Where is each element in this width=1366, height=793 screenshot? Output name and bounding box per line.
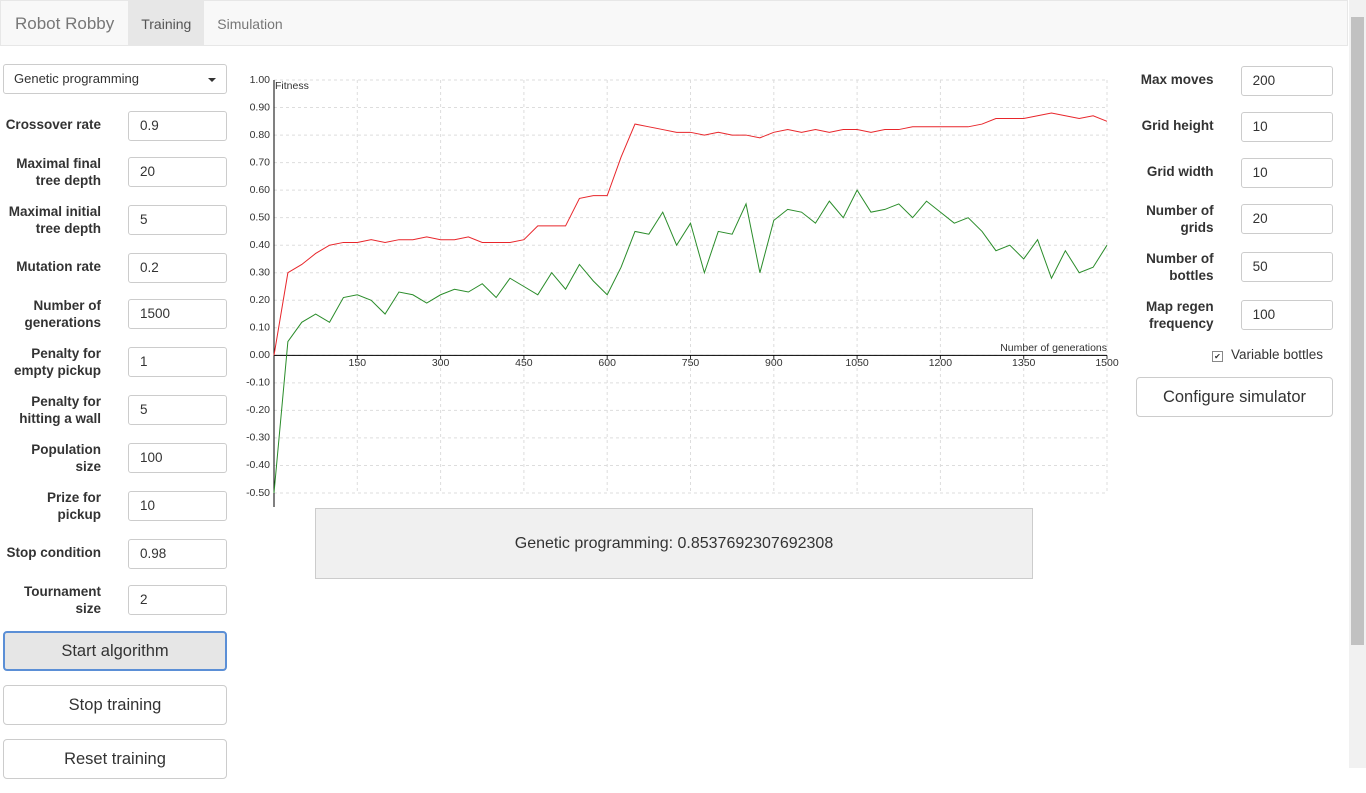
y-tick-label: 0.60 bbox=[250, 184, 271, 196]
param-label: Stop condition bbox=[6, 544, 101, 560]
checkbox[interactable]: ✔ bbox=[1212, 351, 1223, 362]
param-row: Map regen frequency 100 bbox=[1136, 298, 1333, 332]
button[interactable]: Stop training bbox=[3, 685, 227, 725]
y-tick-label: -0.30 bbox=[246, 432, 270, 444]
y-tick-label: 0.30 bbox=[250, 267, 271, 279]
param-label: Max moves bbox=[1140, 71, 1214, 87]
param-input[interactable]: 5 bbox=[128, 395, 227, 425]
param-label: Number of bottles bbox=[1146, 251, 1214, 283]
param-row: Grid width 10 bbox=[1136, 156, 1333, 188]
param-label: Number of grids bbox=[1146, 203, 1214, 235]
param-label: Maximal final tree depth bbox=[16, 156, 101, 188]
param-input[interactable]: 0.9 bbox=[128, 111, 227, 141]
right-panel: Max moves 200 Grid height 10 Grid width 10 Num… bbox=[1136, 64, 1333, 431]
y-tick-label: 0.00 bbox=[250, 349, 271, 361]
x-tick-label: 150 bbox=[349, 357, 367, 369]
algorithm-select[interactable]: Genetic programming bbox=[3, 64, 227, 94]
param-row: Prize for pickup 10 bbox=[3, 489, 227, 523]
tab[interactable]: Training bbox=[128, 1, 205, 45]
checkbox-row: ✔ Variable bottles bbox=[1212, 346, 1333, 363]
y-axis-label: Fitness bbox=[275, 80, 309, 92]
param-row: Penalty for hitting a wall 5 bbox=[3, 393, 227, 427]
chart: -0.50 -0.40 -0.30 -0.20 -0.10 0.00 0.10 0.20 0.3… bbox=[246, 74, 1119, 507]
param-input[interactable]: 1 bbox=[128, 347, 227, 377]
param-input[interactable]: 20 bbox=[128, 157, 227, 187]
x-tick-label: 600 bbox=[598, 357, 616, 369]
button[interactable]: Reset training bbox=[3, 739, 227, 779]
left-panel: Genetic programming Crossover rate 0.9 Max… bbox=[3, 64, 227, 793]
y-tick-label: 0.40 bbox=[250, 239, 271, 251]
y-tick-label: 0.50 bbox=[250, 211, 271, 223]
param-row: Grid height 10 bbox=[1136, 110, 1333, 142]
param-label: Population size bbox=[31, 442, 101, 474]
param-input[interactable]: 100 bbox=[128, 443, 227, 473]
y-tick-label: 0.70 bbox=[250, 156, 271, 168]
x-tick-label: 1350 bbox=[1012, 357, 1036, 369]
y-tick-label: -0.50 bbox=[246, 487, 270, 499]
tab[interactable]: Simulation bbox=[217, 16, 283, 32]
x-axis-label: Number of generations bbox=[1000, 342, 1107, 354]
param-label: Grid width bbox=[1146, 163, 1214, 179]
param-row: Number of grids 20 bbox=[1136, 202, 1333, 236]
y-tick-label: 0.90 bbox=[250, 101, 271, 113]
param-input[interactable]: 2 bbox=[128, 585, 227, 615]
param-label: Tournament size bbox=[24, 584, 101, 616]
y-tick-label: 0.10 bbox=[250, 322, 271, 334]
series-line bbox=[273, 189, 1108, 494]
y-tick-label: 0.80 bbox=[250, 129, 271, 141]
param-row: Penalty for empty pickup 1 bbox=[3, 345, 227, 379]
param-row: Mutation rate 0.2 bbox=[3, 251, 227, 283]
x-tick-label: 450 bbox=[515, 357, 533, 369]
param-row: Max moves 200 bbox=[1136, 64, 1333, 96]
result: Genetic programming: 0.8537692307692308 bbox=[315, 508, 1033, 579]
param-label: Penalty for empty pickup bbox=[13, 346, 101, 378]
x-tick-label: 1200 bbox=[929, 357, 953, 369]
checkbox-label: Variable bottles bbox=[1231, 347, 1324, 362]
y-tick-label: -0.20 bbox=[246, 404, 270, 416]
param-row: Tournament size 2 bbox=[3, 583, 227, 617]
param-input[interactable]: 50 bbox=[1240, 252, 1333, 282]
param-row: Stop condition 0.98 bbox=[3, 537, 227, 569]
param-row: Population size 100 bbox=[3, 441, 227, 475]
param-input[interactable]: 10 bbox=[128, 491, 227, 521]
param-label: Maximal initial tree depth bbox=[8, 204, 101, 236]
param-input[interactable]: 200 bbox=[1240, 66, 1333, 96]
param-label: Penalty for hitting a wall bbox=[19, 394, 101, 426]
button[interactable]: Configure simulator bbox=[1136, 377, 1333, 417]
x-tick-label: 1050 bbox=[845, 357, 869, 369]
param-row: Maximal final tree depth 20 bbox=[3, 155, 227, 189]
button[interactable]: Start algorithm bbox=[3, 631, 227, 671]
param-label: Number of generations bbox=[24, 298, 101, 330]
x-tick-label: 1500 bbox=[1095, 357, 1119, 369]
param-input[interactable]: 20 bbox=[1240, 204, 1333, 234]
param-label: Grid height bbox=[1141, 117, 1214, 133]
series-line bbox=[273, 112, 1108, 356]
y-tick-label: 0.20 bbox=[250, 294, 271, 306]
param-label: Mutation rate bbox=[16, 258, 101, 274]
y-tick-label: -0.40 bbox=[246, 459, 270, 471]
param-row: Maximal initial tree depth 5 bbox=[3, 203, 227, 237]
param-input[interactable]: 0.98 bbox=[128, 539, 227, 569]
param-input[interactable]: 5 bbox=[128, 205, 227, 235]
y-tick-label: -0.10 bbox=[246, 377, 270, 389]
param-input[interactable]: 1500 bbox=[128, 299, 227, 329]
y-tick-label: 1.00 bbox=[250, 74, 271, 86]
param-input[interactable]: 10 bbox=[1240, 158, 1333, 188]
param-input[interactable]: 100 bbox=[1240, 300, 1333, 330]
param-row: Number of bottles 50 bbox=[1136, 250, 1333, 284]
navbar: Robot Robby Training Simulation bbox=[0, 0, 1348, 46]
brand[interactable]: Robot Robby bbox=[15, 14, 115, 33]
param-row: Crossover rate 0.9 bbox=[3, 109, 227, 141]
param-input[interactable]: 0.2 bbox=[128, 253, 227, 283]
x-tick-label: 750 bbox=[682, 357, 700, 369]
param-label: Crossover rate bbox=[5, 116, 101, 132]
param-input[interactable]: 10 bbox=[1240, 112, 1333, 142]
scroll-thumb[interactable] bbox=[1351, 17, 1364, 645]
x-tick-label: 300 bbox=[432, 357, 450, 369]
x-tick-label: 900 bbox=[765, 357, 783, 369]
param-label: Prize for pickup bbox=[46, 490, 101, 522]
param-label: Map regen frequency bbox=[1146, 299, 1214, 331]
param-row: Number of generations 1500 bbox=[3, 297, 227, 331]
